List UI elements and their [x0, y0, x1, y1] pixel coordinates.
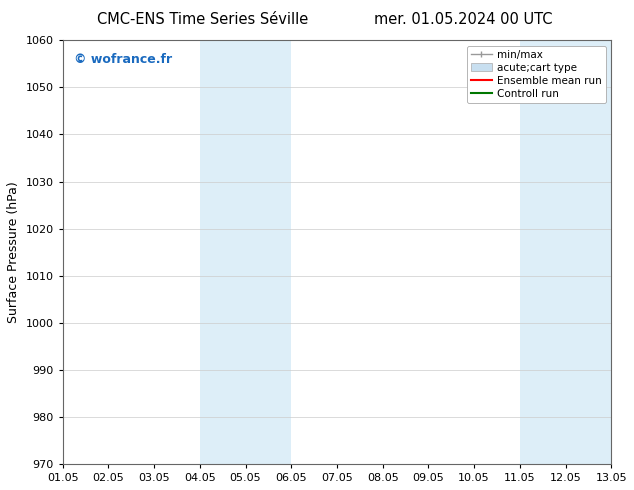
Text: © wofrance.fr: © wofrance.fr — [74, 53, 172, 66]
Legend: min/max, acute;cart type, Ensemble mean run, Controll run: min/max, acute;cart type, Ensemble mean … — [467, 46, 606, 103]
Y-axis label: Surface Pressure (hPa): Surface Pressure (hPa) — [7, 181, 20, 323]
Bar — [200, 40, 245, 464]
Text: CMC-ENS Time Series Séville: CMC-ENS Time Series Séville — [97, 12, 309, 27]
Bar — [566, 40, 611, 464]
Text: mer. 01.05.2024 00 UTC: mer. 01.05.2024 00 UTC — [373, 12, 552, 27]
Bar — [520, 40, 566, 464]
Bar — [245, 40, 291, 464]
